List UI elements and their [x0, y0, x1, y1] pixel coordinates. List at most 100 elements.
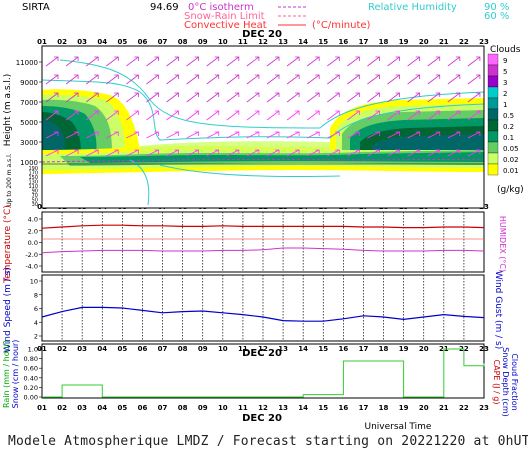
precip-tick: 1.0 — [28, 346, 38, 354]
wind-arrow — [126, 92, 139, 103]
wind-arrow-head — [415, 92, 421, 97]
wind-arrow — [347, 74, 360, 85]
wind-arrow-head — [54, 56, 59, 61]
wind-arrow — [206, 149, 219, 157]
wind-arrow — [347, 149, 360, 157]
wind-arrow-head — [154, 92, 159, 97]
wind-arrow — [467, 56, 481, 67]
wind-arrow-head — [395, 56, 400, 61]
colorbar-swatch — [487, 86, 499, 99]
wind-arrow — [266, 92, 280, 103]
colorbar-level-label: 5 — [503, 68, 507, 76]
wind-arrow — [106, 149, 119, 157]
wind-arrow-head — [194, 131, 200, 136]
humidex-ylabel: HUMIDEX (°C) — [498, 216, 507, 272]
date-label-1: DEC 20 — [242, 29, 282, 40]
hour-tick-label: 21 — [439, 38, 449, 46]
wind-arrow-head — [94, 131, 99, 136]
wind-arrow-head — [74, 56, 79, 61]
wind-arrow-head — [174, 92, 179, 97]
universal-time-label: Universal Time — [365, 422, 432, 432]
wind-arrow-head — [455, 74, 461, 79]
wind-arrow-head — [154, 74, 159, 79]
wind-arrow-head — [335, 74, 340, 79]
wind-arrow-head — [335, 92, 340, 97]
wind-arrow-head — [375, 149, 380, 154]
clouds-title: Clouds — [490, 45, 521, 55]
wind-arrow-head — [134, 131, 139, 136]
wind-arrow-head — [455, 131, 461, 136]
wind-arrow — [226, 92, 240, 103]
hour-labels-top: 01 02 03 04 05 06 07 08 09 10 11 12 13 14 15 16 17 18 19 20… — [37, 38, 489, 46]
colorbar-level-label: 3 — [503, 79, 507, 87]
wind-arrow-head — [154, 149, 159, 154]
wind-arrow — [327, 56, 340, 67]
wind-arrow-head — [154, 131, 159, 136]
hour-tick-label: 05 — [117, 404, 127, 412]
cape-ylabel: CAPE (J / g) — [492, 360, 501, 405]
wind-arrow — [367, 74, 380, 85]
wind-arrow — [186, 131, 199, 139]
height-tick-label: 1000 — [20, 159, 38, 167]
gust-ylabel: Wind Gust (m / s) — [493, 271, 503, 349]
wind-arrow — [166, 149, 179, 157]
wind-arrow — [347, 110, 360, 121]
wind-arrow-head — [54, 110, 59, 115]
wind-arrow — [427, 131, 440, 139]
hour-tick-label: 20 — [419, 345, 429, 353]
wind-arrow-head — [94, 92, 99, 97]
wind-arrow-head — [234, 92, 240, 97]
hour-tick-label: 08 — [178, 404, 188, 412]
hour-tick-label: 03 — [77, 38, 87, 46]
wind-arrow-head — [194, 92, 200, 97]
wind-tick: 6 — [34, 305, 38, 313]
wind-arrow-head — [254, 92, 260, 97]
wind-tick: 4 — [34, 319, 38, 327]
wind-arrow-head — [395, 74, 400, 79]
wind-arrow-head — [455, 110, 461, 115]
wind-arrow-head — [174, 131, 179, 136]
wind-arrow-head — [114, 92, 119, 97]
colorbar-swatch — [487, 53, 499, 66]
hour-tick-label: 06 — [138, 38, 148, 46]
wind-arrow — [407, 56, 420, 67]
wind-arrow — [407, 74, 420, 85]
wind-arrow-head — [275, 110, 280, 115]
hour-tick-label: 15 — [318, 404, 328, 412]
hour-tick-label: 05 — [117, 345, 127, 353]
wind-arrow-head — [275, 92, 280, 97]
wind-arrow-head — [234, 131, 240, 136]
wind-arrow — [126, 149, 139, 157]
wind-arrow — [85, 74, 99, 85]
low-height-tick-label: 170 — [28, 171, 38, 177]
wind-arrow — [447, 131, 460, 139]
clouds-unit: (g/kg) — [497, 185, 524, 195]
hour-tick-label: 08 — [178, 38, 188, 46]
wind-arrow-head — [194, 74, 200, 79]
wind-tick: 8 — [34, 291, 38, 299]
rain-ylabel: Rain (mm / hour) — [2, 340, 11, 408]
hour-tick-label: 01 — [37, 404, 47, 412]
wind-arrow-head — [74, 149, 79, 154]
wind-arrow — [347, 56, 360, 67]
wind-arrow-head — [375, 56, 380, 61]
wind-arrow — [65, 92, 79, 103]
wind-arrow — [166, 110, 179, 121]
wind-arrow — [427, 56, 440, 67]
precip-tick: 0.20 — [24, 384, 38, 392]
hour-tick-label: 02 — [57, 38, 67, 46]
wind-arrow — [307, 149, 320, 157]
colorbar-level-label: 1 — [503, 101, 507, 109]
wind-arrow-head — [295, 149, 300, 154]
wind-arrow — [186, 110, 199, 121]
wind-arrow — [447, 92, 461, 103]
wind-arrow-head — [254, 131, 260, 136]
coords-label: 94.69 — [150, 2, 179, 13]
wind-arrow — [45, 56, 59, 67]
temp-tick: -4.0 — [25, 263, 38, 271]
wind-arrows — [45, 56, 481, 157]
wind-arrow-head — [114, 131, 119, 136]
wind-arrow — [367, 92, 380, 103]
wind-arrow — [226, 110, 240, 121]
